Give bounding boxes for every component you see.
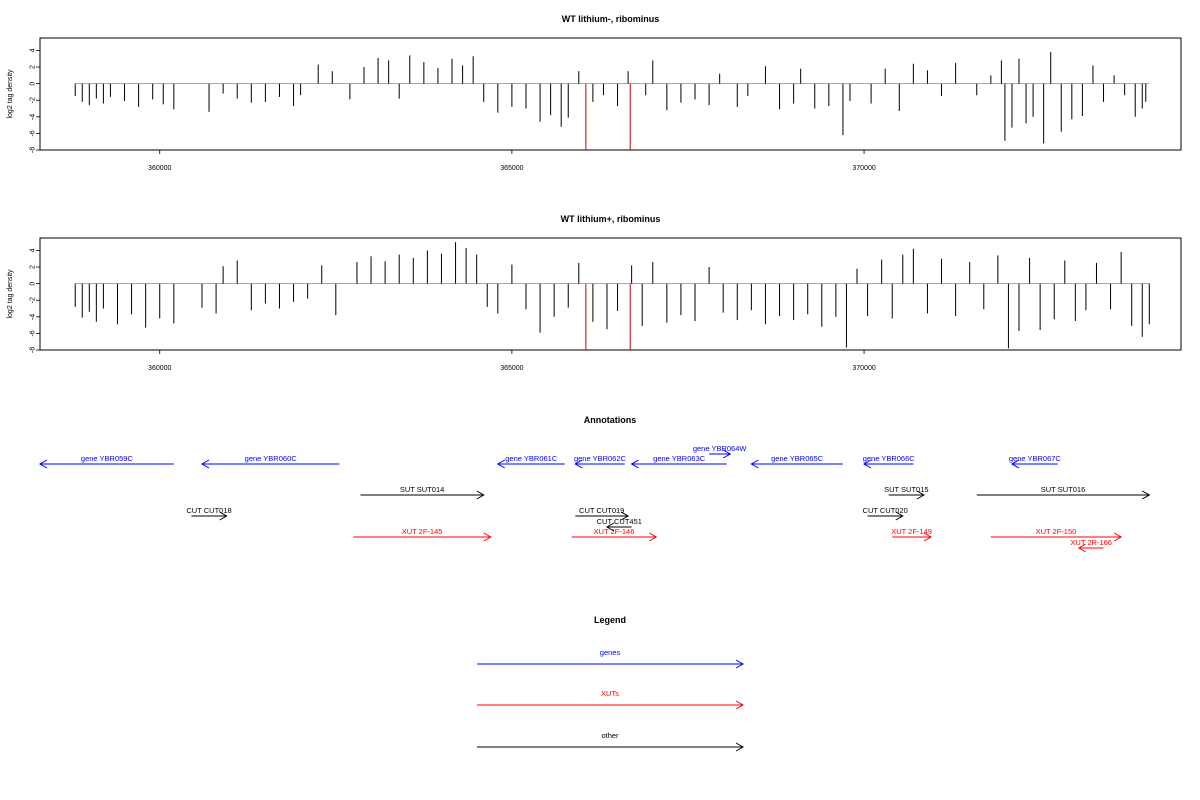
annotation-arrowhead [722,449,732,459]
panel-1-y-tick-label: 4 [30,48,37,52]
annotation-feature-label: CUT CUT019 [579,506,624,515]
annotation-feature-label: CUT CUT018 [186,506,231,515]
annotation-arrowhead [605,522,615,532]
annotation-feature-label: SUT SUT015 [884,485,928,494]
annotation-arrowhead [923,532,932,542]
panel-2-y-tick-label: -4 [30,314,37,320]
annotation-feature-label: gene YBR066C [863,454,916,463]
annotation-arrowhead [38,459,48,469]
legend-arrowhead [735,700,745,710]
annotation-feature-label: XUT 2F-146 [594,527,635,536]
annotation-arrowhead [200,459,210,469]
panel-2-y-tick-label: -6 [30,330,37,336]
panel-2-title: WT lithium+, ribominus [561,214,661,224]
annotation-arrowhead [1113,532,1123,542]
annotation-arrowhead [1142,490,1151,500]
annotation-feature-label: gene YBR064W [693,444,748,453]
panel-1-x-tick-label: 365000 [500,165,523,172]
panel-1-y-tick-label: 0 [30,82,37,86]
panel-1-y-tick-label: 2 [30,65,37,69]
panel-2-y-tick-label: -2 [30,297,37,303]
panel-1-y-tick-label: -4 [30,114,37,120]
annotation-feature-label: gene YBR067C [1009,454,1062,463]
annotation-arrowhead [1077,543,1087,553]
annotation-feature-label: SUT SUT014 [400,485,444,494]
legend-label: XUTs [601,689,619,698]
panel-1-y-axis-label: log2 tag density [7,69,14,119]
annotations-title: Annotations [584,415,637,425]
annotation-feature-label: SUT SUT016 [1041,485,1085,494]
annotation-arrowhead [219,511,228,521]
legend-arrowhead [735,659,745,669]
panel-2-frame [39,237,1182,351]
legend-arrowhead [735,742,745,752]
panel-1-title: WT lithium-, ribominus [562,14,660,24]
annotation-feature-label: gene YBR060C [245,454,298,463]
panel-1-frame [39,37,1182,151]
annotation-feature-label: gene YBR061C [505,454,558,463]
panel-1-x-tick-label: 370000 [852,165,875,172]
annotation-arrowhead [1010,459,1020,469]
annotation-arrowhead [916,490,925,500]
legend-title: Legend [594,615,626,625]
annotation-arrowhead [574,459,583,469]
legend-label: genes [600,648,621,657]
annotation-arrowhead [620,511,630,521]
annotation-arrowhead [496,459,506,469]
legend-label: other [601,731,619,740]
annotation-arrowhead [476,490,485,500]
panel-2-x-tick-label: 365000 [500,365,523,372]
panel-2-y-tick-label: -8 [30,347,37,353]
panel-2-x-tick-label: 370000 [852,365,875,372]
panel-1-x-tick-label: 360000 [148,165,171,172]
annotation-feature-label: gene YBR059C [81,454,134,463]
panel-2-y-tick-label: 4 [30,248,37,252]
annotation-feature-label: gene YBR065C [771,454,824,463]
annotation-arrowhead [895,511,904,521]
panel-2-x-tick-label: 360000 [148,365,171,372]
annotation-arrowhead [649,532,658,542]
annotation-feature-label: gene YBR063C [653,454,706,463]
panel-2-y-axis-label: log2 tag density [7,269,14,319]
panel-1-y-tick-label: -8 [30,147,37,153]
panel-1-y-tick-label: -6 [30,130,37,136]
annotation-feature-label: XUT 2F-150 [1036,527,1077,536]
annotation-feature-label: XUT 2F-145 [402,527,443,536]
annotation-arrowhead [863,459,872,469]
panel-2-y-tick-label: 0 [30,282,37,286]
annotation-feature-label: XUT 2F-149 [891,527,932,536]
annotation-feature-label: CUT CUT451 [597,517,642,526]
annotation-arrowhead [483,532,492,542]
panel-1-y-tick-label: -2 [30,97,37,103]
annotation-feature-label: gene YBR062C [574,454,627,463]
annotation-arrowhead [750,459,759,469]
annotation-arrowhead [630,459,639,469]
panel-2-y-tick-label: 2 [30,265,37,269]
annotation-feature-label: XUT 2R-166 [1070,538,1112,547]
annotation-feature-label: CUT CUT020 [863,506,908,515]
